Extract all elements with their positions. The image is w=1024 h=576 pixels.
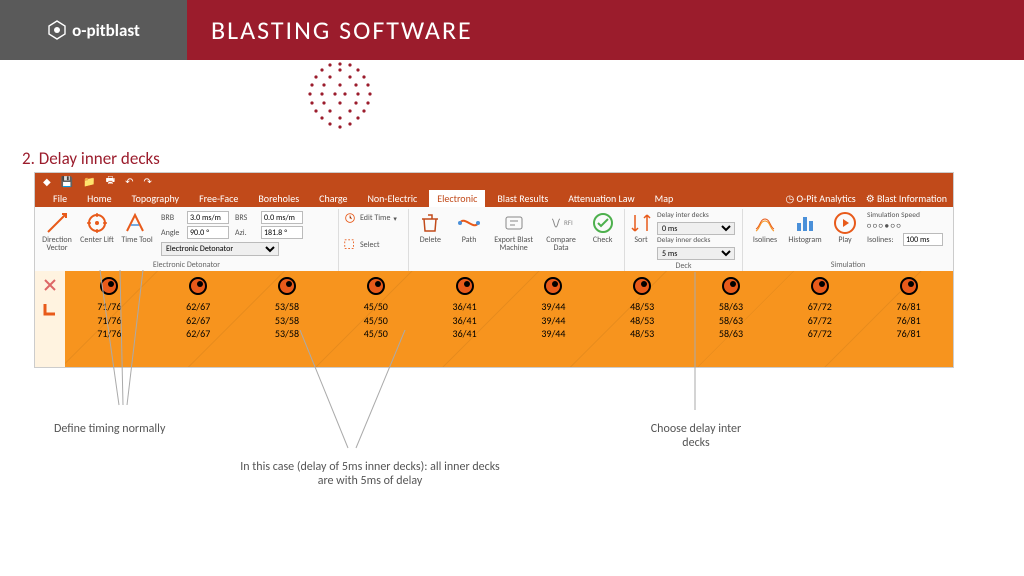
analytics-link[interactable]: ◷ O-Pit Analytics [786, 192, 856, 205]
angle-input[interactable] [187, 226, 229, 239]
tab-blastresults[interactable]: Blast Results [489, 190, 556, 207]
select-button[interactable]: Select [343, 238, 397, 252]
path-button[interactable]: Path [452, 211, 487, 244]
app-icon: ◆ [43, 175, 51, 188]
redo-icon[interactable]: ↷ [143, 175, 151, 188]
blast-grid: 71/7671/7671/7662/6762/6762/6753/5853/58… [35, 271, 953, 367]
tab-charge[interactable]: Charge [311, 190, 355, 207]
tab-electronic[interactable]: Electronic [429, 190, 485, 207]
sim-speed-radios[interactable]: ○ ○ ○ ● ○ ○ [867, 222, 943, 231]
app-window: ◆ 💾 📁 🖶 ↶ ↷ File Home Topography Free-Fa… [34, 172, 954, 368]
quick-access-toolbar: ◆ 💾 📁 🖶 ↶ ↷ [35, 173, 953, 189]
compare-button[interactable]: RFID Compare Data [541, 211, 582, 252]
tab-boreholes[interactable]: Boreholes [250, 190, 307, 207]
hole-column[interactable]: 71/7671/7671/76 [65, 271, 154, 367]
annotation-inner-decks: In this case (delay of 5ms inner decks):… [240, 460, 500, 488]
hole-column[interactable]: 45/5045/5045/50 [331, 271, 420, 367]
settings-link[interactable]: ⚙ Blast Information [866, 192, 947, 205]
delay-inner-select[interactable]: 5 ms [657, 247, 735, 260]
tab-home[interactable]: Home [79, 190, 119, 207]
grid-leftbar[interactable] [35, 271, 65, 367]
tab-file[interactable]: File [45, 190, 75, 207]
check-button[interactable]: Check [585, 211, 620, 244]
annotation-timing: Define timing normally [54, 422, 165, 436]
decorative-dots [280, 60, 400, 130]
azi-input[interactable] [261, 226, 303, 239]
section-title: 2. Delay inner decks [22, 148, 160, 169]
annotation-inter-decks: Choose delay inter decks [636, 422, 756, 450]
hole-column[interactable]: 67/7267/7267/72 [775, 271, 864, 367]
hole-column[interactable]: 58/6358/6358/63 [687, 271, 776, 367]
isolines-input[interactable] [903, 233, 943, 246]
delete-button[interactable]: Delete [413, 211, 448, 244]
page-header: o-pitblast BLASTING SOFTWARE [0, 0, 1024, 60]
export-blast-button[interactable]: Export Blast Machine [490, 211, 536, 252]
open-icon[interactable]: 📁 [83, 175, 95, 188]
detonator-select[interactable]: Electronic Detonator [161, 242, 279, 256]
hole-column[interactable]: 48/5348/5348/53 [598, 271, 687, 367]
svg-text:RFID: RFID [564, 218, 573, 227]
tab-attenuation[interactable]: Attenuation Law [560, 190, 642, 207]
group-label-detonator: Electronic Detonator [39, 259, 334, 271]
print-icon[interactable]: 🖶 [106, 173, 115, 190]
ribbon: Direction Vector Center Lift Time Tool B… [35, 207, 953, 271]
hole-column[interactable]: 36/4136/4136/41 [420, 271, 509, 367]
brs-input[interactable] [261, 211, 303, 224]
isolines-button[interactable]: Isolines [747, 211, 783, 244]
tab-nonelectric[interactable]: Non-Electric [359, 190, 425, 207]
group-label-sim: Simulation [747, 259, 949, 271]
tab-topography[interactable]: Topography [124, 190, 187, 207]
save-icon[interactable]: 💾 [61, 175, 73, 188]
direction-vector-button[interactable]: Direction Vector [39, 211, 75, 252]
arrow-icon[interactable] [42, 301, 58, 317]
tab-freeface[interactable]: Free-Face [191, 190, 246, 207]
brand-logo: o-pitblast [0, 0, 187, 60]
brb-input[interactable] [187, 211, 229, 224]
hole-column[interactable]: 53/5853/5853/58 [243, 271, 332, 367]
sim-speed-label: Simulation Speed [867, 211, 943, 220]
sort-button[interactable]: Sort [629, 211, 653, 244]
close-icon[interactable] [42, 277, 58, 293]
header-title: BLASTING SOFTWARE [187, 0, 1024, 60]
play-button[interactable]: Play [827, 211, 863, 244]
tab-map[interactable]: Map [647, 190, 682, 207]
center-lift-button[interactable]: Center Lift [79, 211, 115, 244]
time-tool-button[interactable]: Time Tool [119, 211, 155, 244]
delay-inter-select[interactable]: 0 ms [657, 222, 735, 235]
hole-column[interactable]: 62/6762/6762/67 [154, 271, 243, 367]
menu-bar: File Home Topography Free-Face Boreholes… [35, 189, 953, 207]
edit-time-button[interactable]: Edit Time▾ [343, 211, 397, 225]
hole-column[interactable]: 39/4439/4439/44 [509, 271, 598, 367]
histogram-button[interactable]: Histogram [787, 211, 823, 244]
undo-icon[interactable]: ↶ [125, 175, 133, 188]
hole-column[interactable]: 76/8176/8176/81 [864, 271, 953, 367]
